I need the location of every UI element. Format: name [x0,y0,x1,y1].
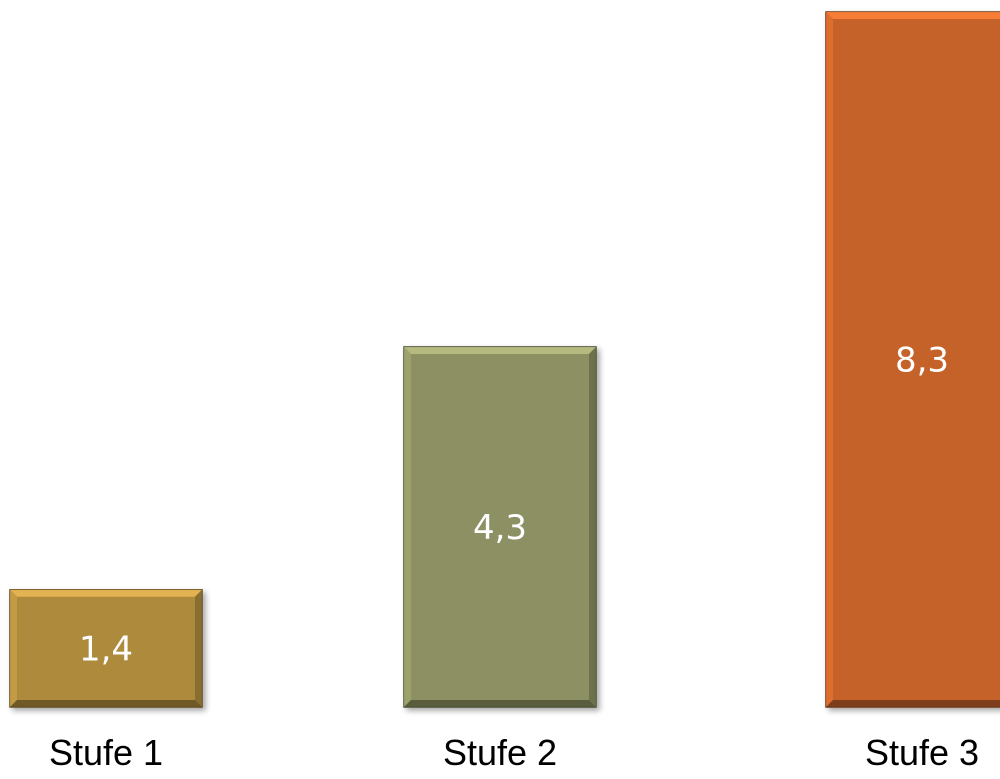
category-label: Stufe 2 [443,732,557,773]
bar-body [403,346,597,708]
bar-2 [403,346,597,708]
bar-bevel-bottom [10,700,202,707]
bar-1 [9,589,203,708]
labels-layer: 1,4 Stufe 1 4,3 Stufe 2 8,3 Stufe 3 [49,341,979,774]
bar-bevel-right [195,589,202,707]
bar-bevel-right [589,346,596,707]
bar-bevel-bottom [404,700,596,707]
bar-body [825,11,1000,708]
category-label: Stufe 1 [49,732,163,773]
bar-bevel-bottom [826,700,1000,707]
bar-body [9,589,203,708]
bar-bevel-top [10,589,202,597]
bar-3 [825,11,1000,708]
data-label: 4,3 [473,508,527,548]
bar-bevel-top [404,346,596,354]
bar-bevel-top [826,12,1000,19]
bar-bevel-left [826,12,833,707]
data-label: 1,4 [79,629,133,669]
bar-bevel-left [10,589,17,707]
data-label: 8,3 [895,341,949,381]
bar-bevel-left [404,346,411,707]
category-label: Stufe 3 [865,732,979,773]
bars-layer [9,11,1000,708]
